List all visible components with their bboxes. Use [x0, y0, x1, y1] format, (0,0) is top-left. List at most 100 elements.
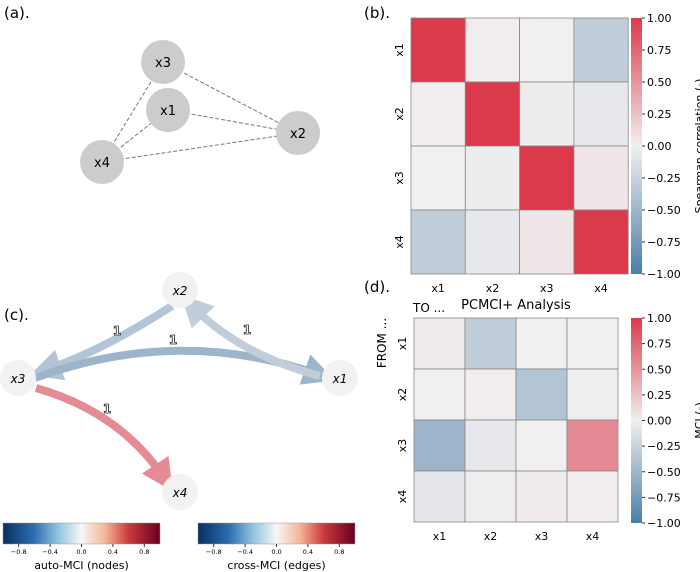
heatmap-cell: [573, 17, 629, 83]
node-x3: [141, 40, 185, 84]
edge-x3-x4: [34, 384, 173, 492]
colorbar-tick-label: 0.25: [647, 108, 672, 121]
colorbar-tick-label: 1.00: [647, 12, 672, 25]
col-tick-label: x1: [433, 530, 447, 543]
row-tick-label: x3: [396, 439, 409, 453]
row-tick-label: x4: [393, 235, 406, 249]
row-tick-label: x4: [396, 490, 409, 504]
panel-c-network: 1 1 1 1 x2 x3 x1 x4 −0.8 −0.4 0.0 0.4 0.8 auto-MCI (n…: [0, 272, 358, 572]
colorbar-tick-label: −0.25: [647, 440, 681, 453]
heatmap-cell: [515, 317, 568, 370]
x-axis-label: TO ...: [412, 301, 445, 315]
heatmap-cell: [515, 470, 568, 523]
colorbar-tick-label: −0.50: [647, 204, 681, 217]
colorbar-tick-label: 1.00: [647, 312, 672, 325]
heatmap-cell: [464, 419, 517, 472]
heatmap-cell: [573, 81, 629, 147]
node-label-x4: x4: [172, 486, 188, 500]
colorbar-1: [197, 522, 356, 545]
colorbar-label: MCI (-): [693, 402, 700, 438]
col-tick-label: x3: [535, 530, 549, 543]
node-label-x1: x1: [160, 104, 176, 119]
node-label-x3: x3: [155, 56, 171, 71]
row-tick-label: x3: [393, 171, 406, 185]
heatmap-cell: [464, 81, 520, 147]
heatmap-title: PCMCI+ Analysis: [461, 298, 571, 313]
heatmap-cell: [566, 470, 619, 523]
heatmap-cell: [566, 419, 619, 472]
colorbar-tick-label: 0.00: [647, 140, 672, 153]
heatmap-cell: [515, 419, 568, 472]
colorbar-tick-label: −0.75: [647, 236, 681, 249]
colorbar-tick-label: 0.00: [647, 415, 672, 428]
col-tick-label: x2: [484, 530, 498, 543]
col-tick-label: x4: [586, 530, 600, 543]
panel-d-heatmap: PCMCI+ Analysis x1 x2 x3 x4 x1 x2 x3 x4 1.00 0.75 0…: [375, 298, 700, 543]
edge-x3-x2: [162, 61, 299, 134]
edge-x2-x3: [29, 302, 175, 381]
heatmap-cell: [410, 81, 466, 147]
colorbar-tick-label: 0.75: [647, 44, 672, 57]
panel-a-network: x3 x1 x2 x4: [80, 40, 320, 184]
edge-lag-label: 1: [113, 324, 121, 338]
row-tick-label: x1: [396, 337, 409, 351]
heatmap-cell: [410, 145, 466, 211]
row-tick-label: x2: [393, 107, 406, 121]
edge-lag-label: 1: [243, 323, 251, 337]
node-x2: [162, 272, 198, 308]
colorbar-tick-label: −1.00: [647, 268, 681, 281]
heatmap-cell: [464, 145, 520, 211]
heatmap-cell: [413, 470, 466, 523]
row-tick-label: x2: [396, 388, 409, 402]
heatmap-cell: [566, 317, 619, 370]
colorbar: [631, 18, 642, 274]
heatmap-cell: [464, 209, 520, 275]
node-label-x4: x4: [94, 156, 110, 171]
panel-label-d: (d).: [364, 278, 390, 296]
colorbar-tick-label: −0.8: [11, 548, 27, 556]
col-tick-label: x1: [431, 282, 445, 295]
colorbar-0: [2, 522, 161, 545]
y-axis-label: FROM ...: [375, 318, 389, 368]
heatmap-cell: [410, 209, 466, 275]
heatmap-cell: [573, 209, 629, 275]
heatmap-cell: [413, 368, 466, 421]
colorbar-tick-label: 0.25: [647, 389, 672, 402]
node-x4: [80, 140, 124, 184]
colorbar-tick-label: 0.50: [647, 76, 672, 89]
colorbar-tick-label: −0.8: [206, 548, 222, 556]
heatmap-cell: [519, 81, 575, 147]
panel-label-b: (b).: [364, 4, 390, 22]
node-x3: [0, 360, 36, 396]
heatmap-cell: [566, 368, 619, 421]
panel-label-a: (a).: [4, 4, 30, 22]
heatmap-cell: [573, 145, 629, 211]
heatmap-cell: [464, 317, 517, 370]
colorbar-label: Spearman correlation (-): [693, 79, 700, 214]
colorbar-tick-label: 0.0: [76, 548, 86, 556]
heatmap-cell: [464, 368, 517, 421]
heatmap-cell: [413, 419, 466, 472]
heatmap-cell: [464, 470, 517, 523]
colorbar-label: cross-MCI (edges): [227, 559, 325, 572]
colorbar-tick-label: 0.75: [647, 338, 672, 351]
heatmap-cell: [515, 368, 568, 421]
row-tick-label: x1: [393, 43, 406, 57]
node-label-x3: x3: [10, 372, 26, 386]
colorbar-tick-label: 0.8: [139, 548, 149, 556]
node-x1: [322, 360, 358, 396]
edge-x1-x2: [180, 294, 322, 380]
heatmap-cell: [464, 17, 520, 83]
node-label-x2: x2: [290, 127, 306, 142]
heatmap-cell: [519, 145, 575, 211]
panel-b-heatmap: Correlation Analysisx1x2x3x4x1x2x3x41.00…: [393, 12, 700, 295]
node-x2: [276, 111, 320, 155]
heatmap-cell: [413, 317, 466, 370]
edge-lag-label: 1: [103, 402, 111, 416]
colorbar-tick-label: −0.4: [237, 548, 253, 556]
panel-label-c: (c).: [4, 306, 29, 324]
edge-x4-x2: [101, 132, 299, 163]
col-tick-label: x3: [540, 282, 554, 295]
colorbar-tick-label: 0.0: [271, 548, 281, 556]
